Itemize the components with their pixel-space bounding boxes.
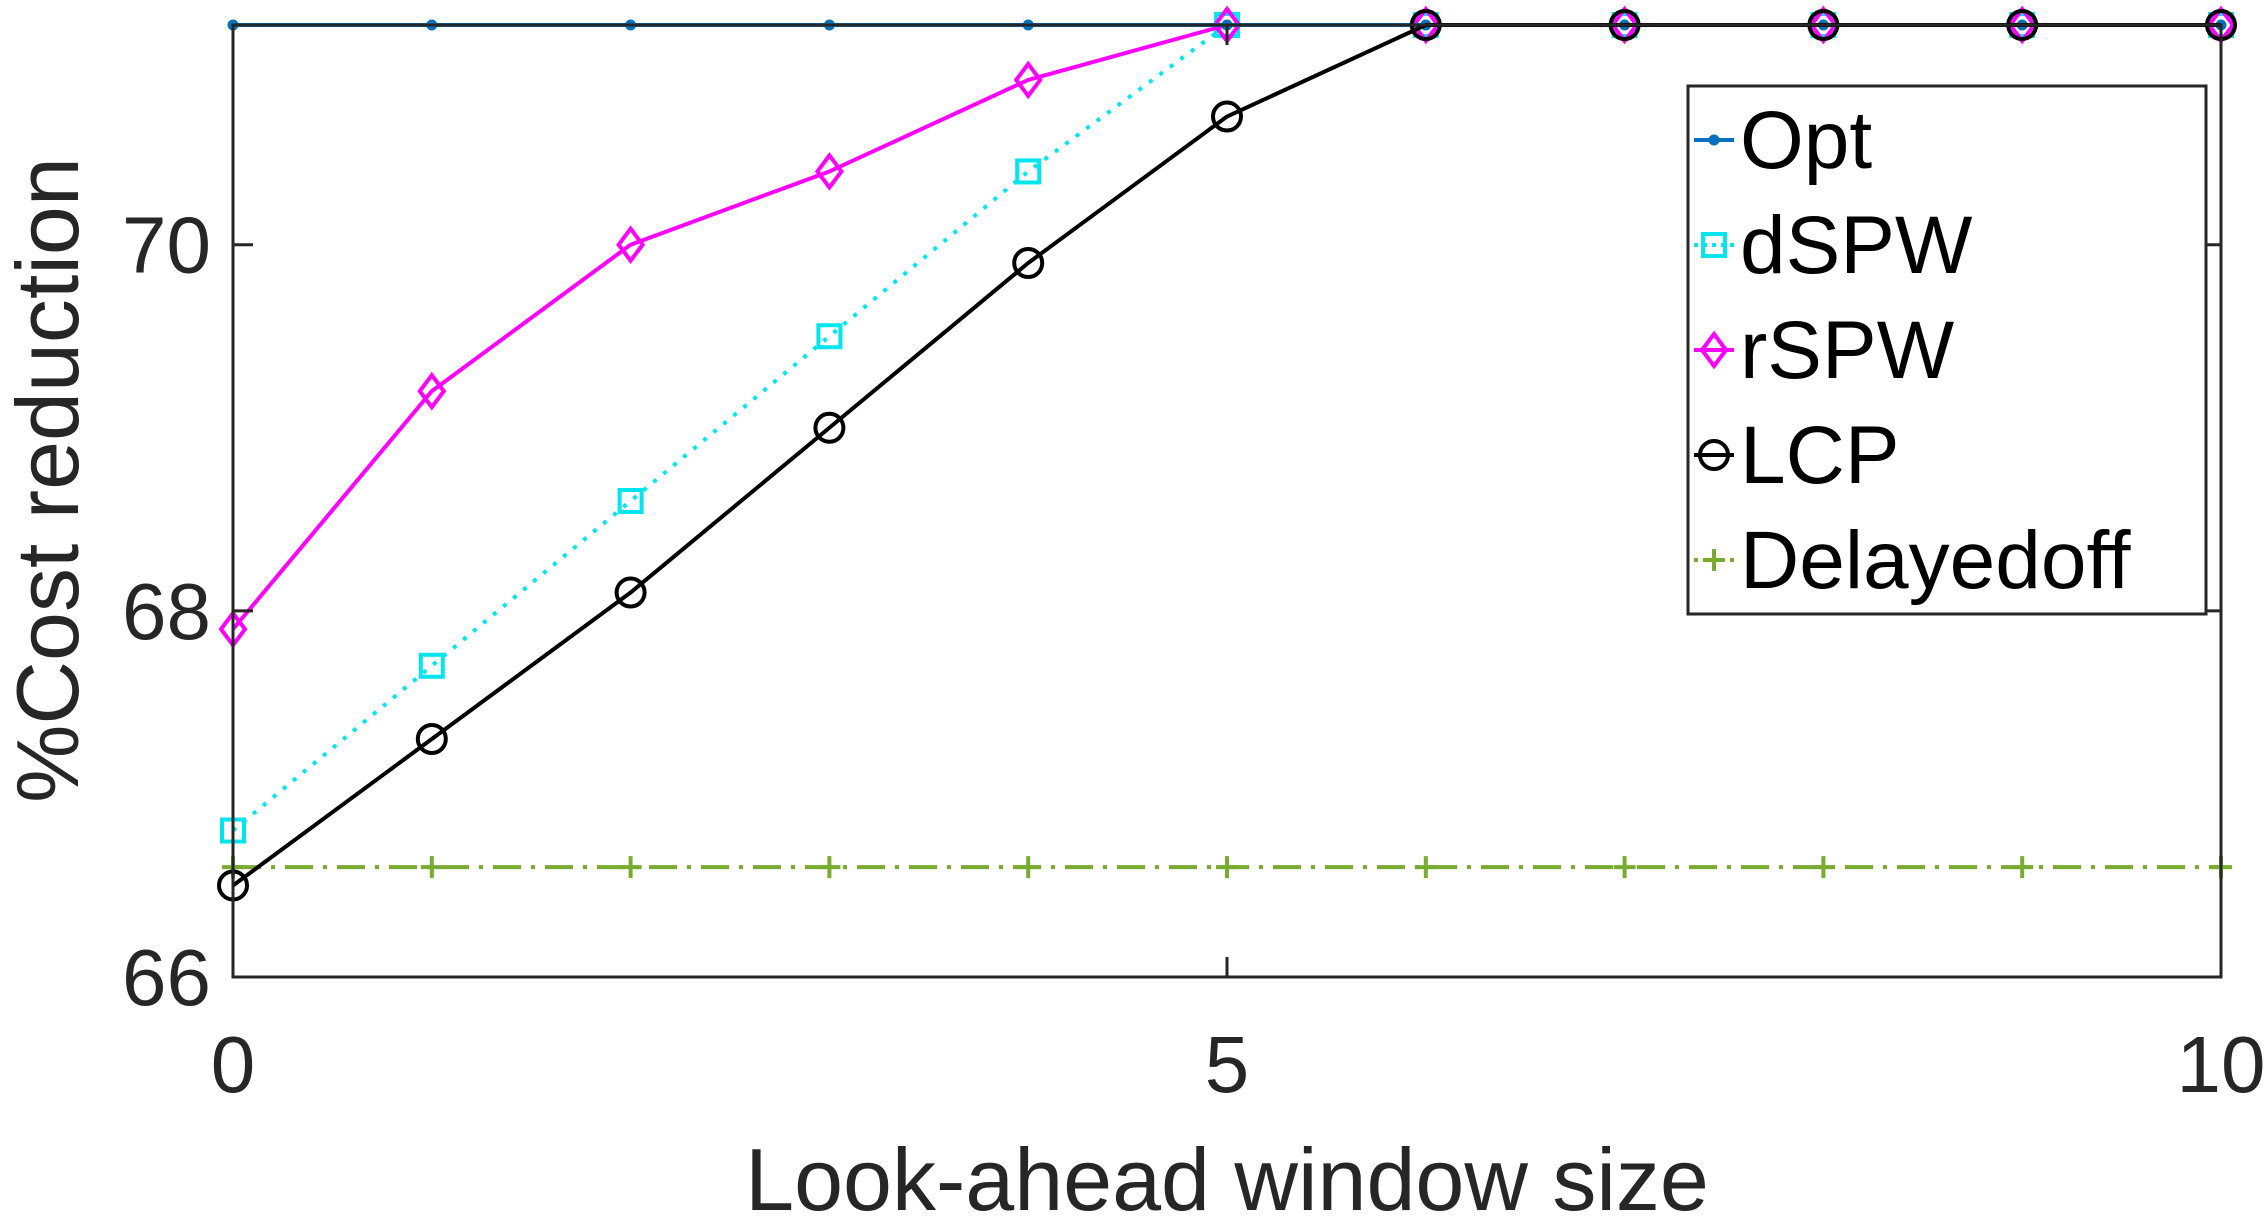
legend-entry-opt: Opt	[1694, 95, 1872, 186]
legend-entries: Opt dSPW rSPW LCP Delayedoff	[1694, 95, 2131, 606]
series-line-dspw	[231, 23, 2221, 833]
data-point-lcp	[1211, 100, 1243, 133]
legend-label-lcp: LCP	[1740, 410, 1900, 501]
legend-entry-lcp: LCP	[1694, 410, 1900, 501]
legend-marker-opt	[1708, 134, 1720, 146]
data-point-lcp	[415, 723, 448, 755]
x-tick-label: 0	[211, 1020, 256, 1109]
data-point-lcp	[614, 576, 647, 609]
ticks-layer: 0 5 10 66 68 70	[122, 25, 2265, 1109]
legend-marker-rspw	[1699, 330, 1729, 370]
legend-marker-delayedoff	[1703, 549, 1725, 571]
data-point-dspw	[617, 488, 644, 514]
legend-box	[1686, 84, 2208, 616]
data-point-rspw	[417, 371, 447, 411]
legend-entry-dspw: dSPW	[1694, 200, 1973, 291]
data-point-delayedoff	[420, 856, 443, 879]
legend-marker-lcp	[1698, 439, 1730, 471]
data-point-delayedoff	[619, 856, 642, 879]
data-point-delayedoff	[1812, 856, 1835, 879]
x-axis-title: Look-ahead window size	[745, 1130, 1709, 1220]
data-point-delayedoff	[2011, 856, 2034, 879]
y-axis-title: %Cost reduction	[0, 157, 97, 803]
data-point-delayedoff	[1613, 856, 1636, 879]
data-point-delayedoff	[818, 856, 841, 879]
data-point-dspw	[816, 323, 843, 350]
data-point-delayedoff	[1216, 856, 1238, 879]
legend-label-delayedoff: Delayedoff	[1740, 515, 2131, 606]
x-tick-label: 5	[1205, 1020, 1250, 1109]
y-tick-label: 66	[122, 933, 211, 1022]
data-point-rspw	[1013, 60, 1043, 100]
data-point-rspw	[616, 225, 646, 265]
y-tick-label: 70	[122, 201, 211, 290]
data-point-dspw	[418, 652, 445, 679]
data-point-dspw	[1015, 158, 1042, 185]
x-tick-label: 10	[2177, 1020, 2266, 1109]
data-point-lcp	[813, 411, 846, 444]
legend-entry-rspw: rSPW	[1694, 305, 1955, 396]
y-tick-label: 68	[122, 567, 211, 656]
series-delayedoff	[222, 856, 2232, 879]
legend-label-opt: Opt	[1740, 95, 1872, 186]
legend-entry-delayedoff: Delayedoff	[1694, 515, 2131, 606]
legend: Opt dSPW rSPW LCP Delayedoff	[1686, 84, 2208, 616]
legend-label-dspw: dSPW	[1740, 200, 1973, 291]
legend-label-rspw: rSPW	[1740, 305, 1955, 396]
data-point-rspw	[814, 152, 844, 191]
legend-marker-dspw	[1701, 232, 1727, 258]
data-point-delayedoff	[1414, 856, 1437, 879]
data-point-delayedoff	[1017, 856, 1040, 879]
data-point-lcp	[1012, 247, 1045, 279]
